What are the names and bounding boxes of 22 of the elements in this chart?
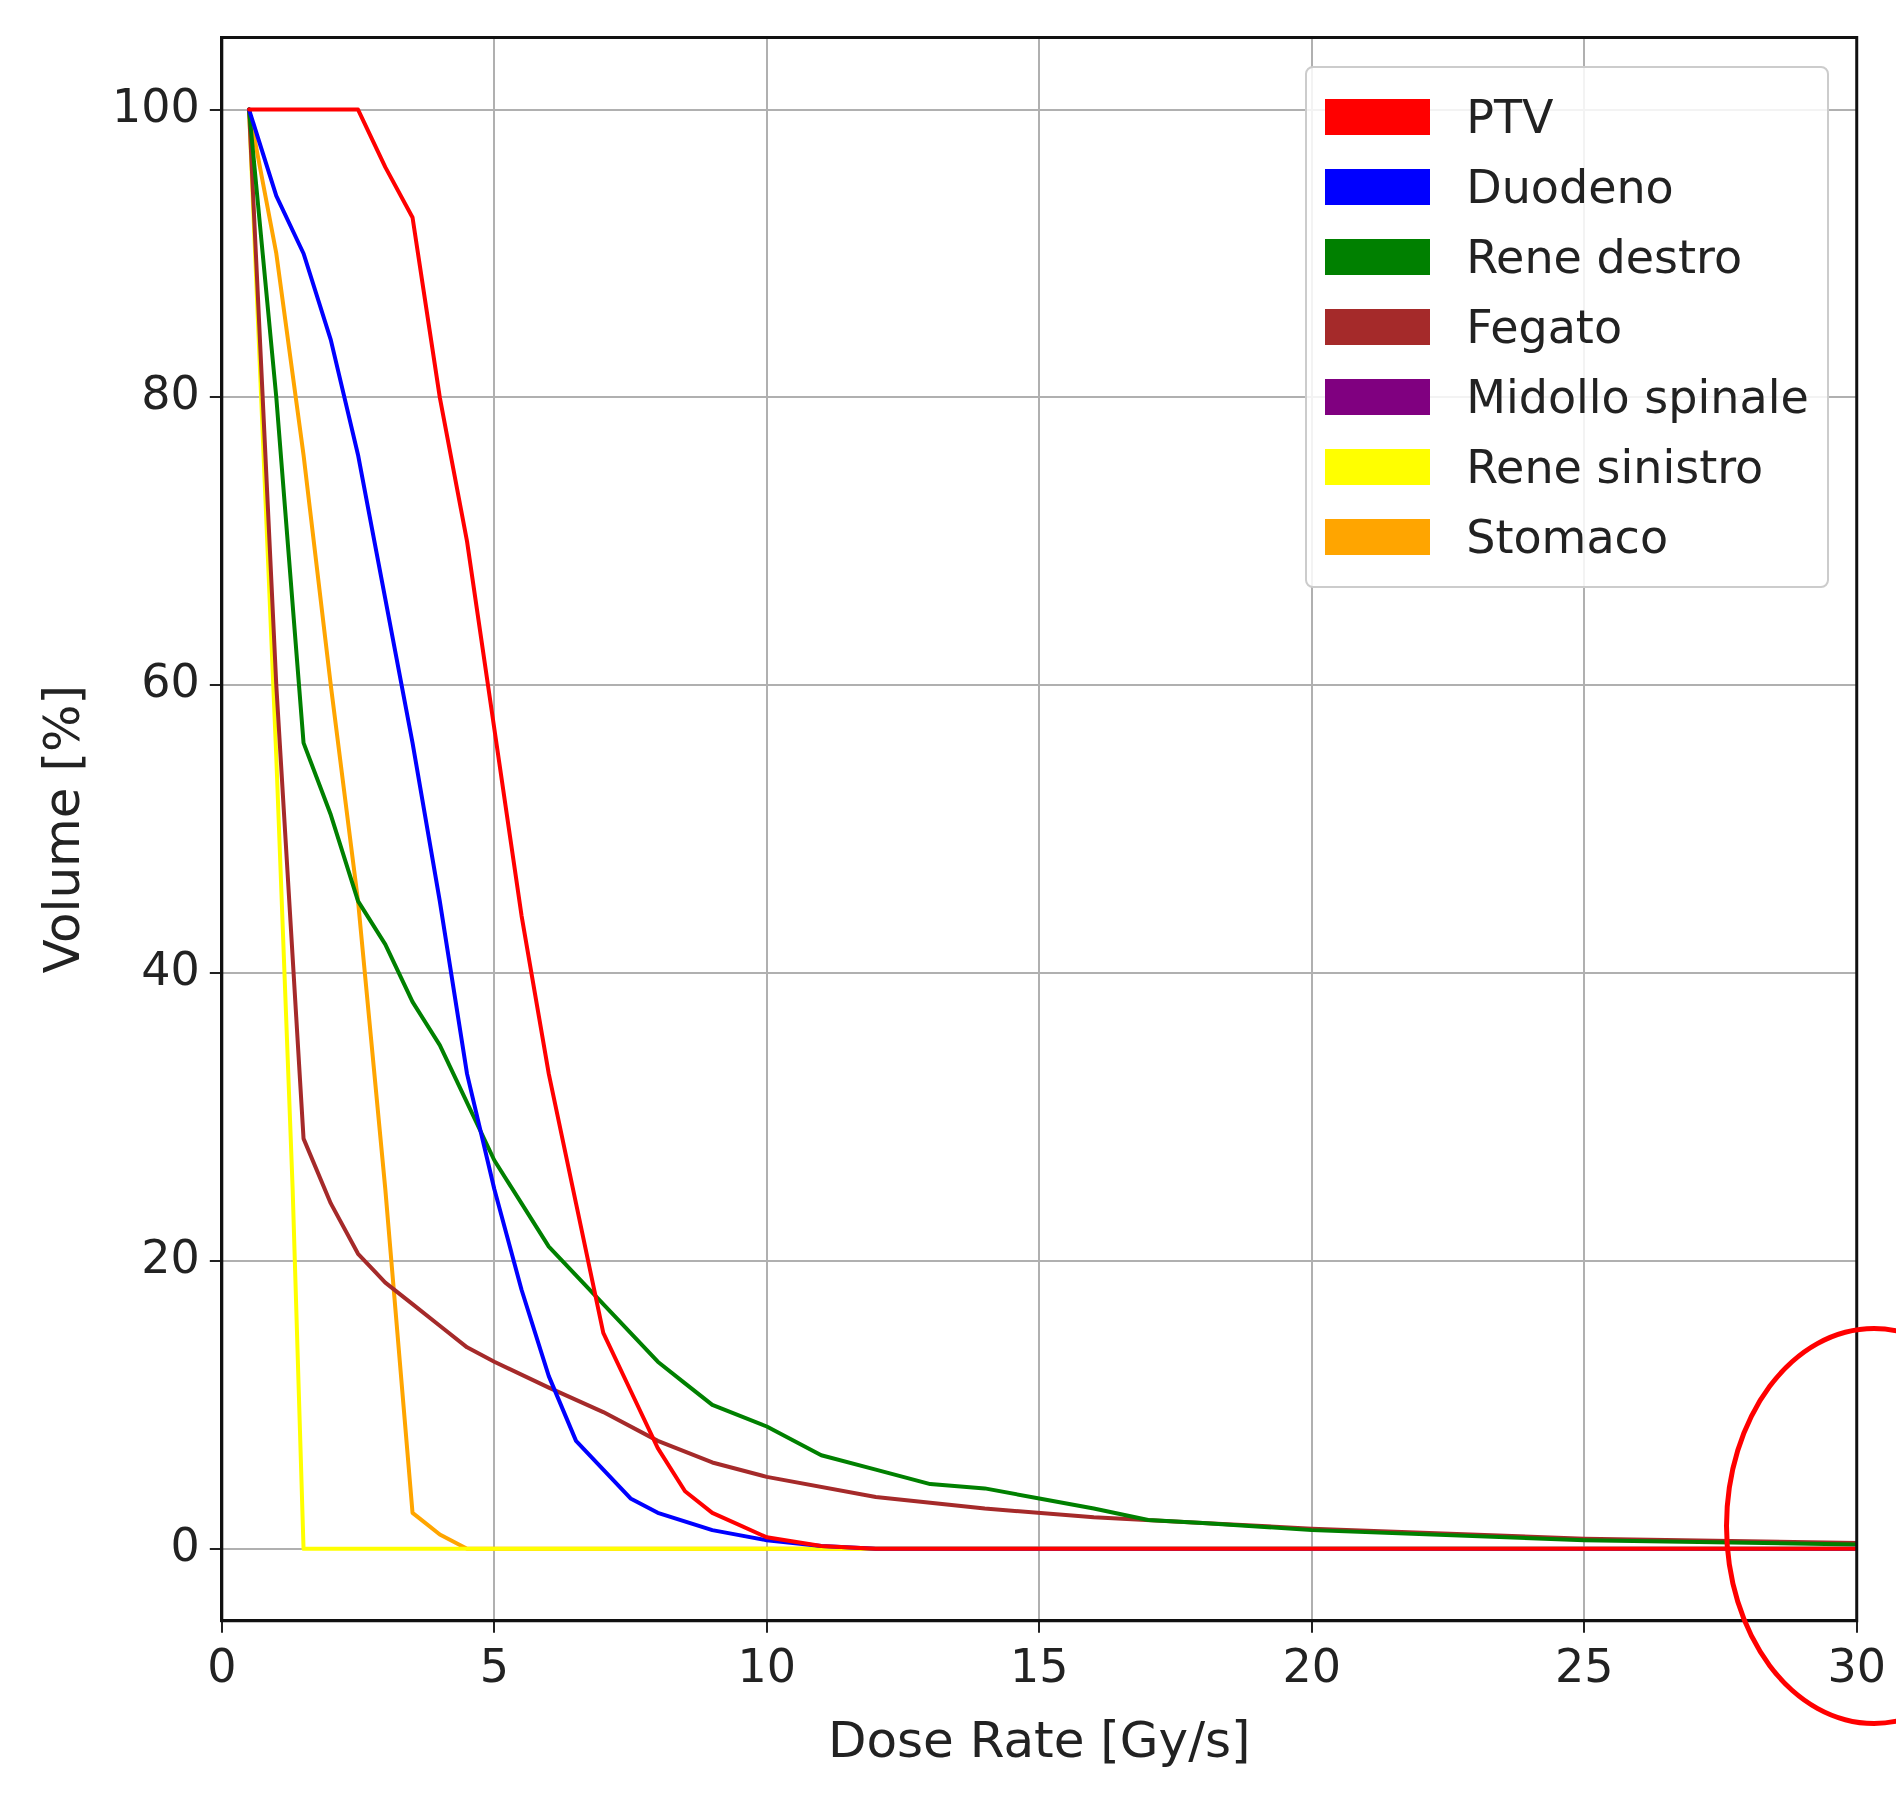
x-tick-label: 30 <box>1827 1639 1887 1694</box>
x-tick-label: 0 <box>207 1639 237 1694</box>
x-tick-label: 5 <box>479 1639 509 1694</box>
legend-label: Duodeno <box>1466 159 1674 214</box>
x-tick-label: 25 <box>1554 1639 1614 1694</box>
y-tick-label: 40 <box>141 942 200 997</box>
x-tick-label: 15 <box>1009 1639 1069 1694</box>
legend-label: PTV <box>1466 89 1554 144</box>
y-tick-label: 100 <box>111 78 200 133</box>
y-tick-label: 60 <box>141 654 200 709</box>
legend-label: Rene destro <box>1466 229 1743 284</box>
legend-label: Stomaco <box>1466 509 1669 564</box>
x-tick-label: 20 <box>1282 1639 1342 1694</box>
legend-label: Rene sinistro <box>1466 439 1764 494</box>
y-tick-label: 0 <box>170 1517 200 1572</box>
y-tick-label: 20 <box>141 1229 200 1284</box>
x-tick-label: 10 <box>737 1639 797 1694</box>
y-tick-label: 80 <box>141 366 200 421</box>
x-axis-title: Dose Rate [Gy/s] <box>827 1710 1251 1769</box>
legend-label: Midollo spinale <box>1466 369 1809 424</box>
legend-label: Fegato <box>1466 299 1623 354</box>
y-axis-title: Volume [%] <box>32 685 91 974</box>
